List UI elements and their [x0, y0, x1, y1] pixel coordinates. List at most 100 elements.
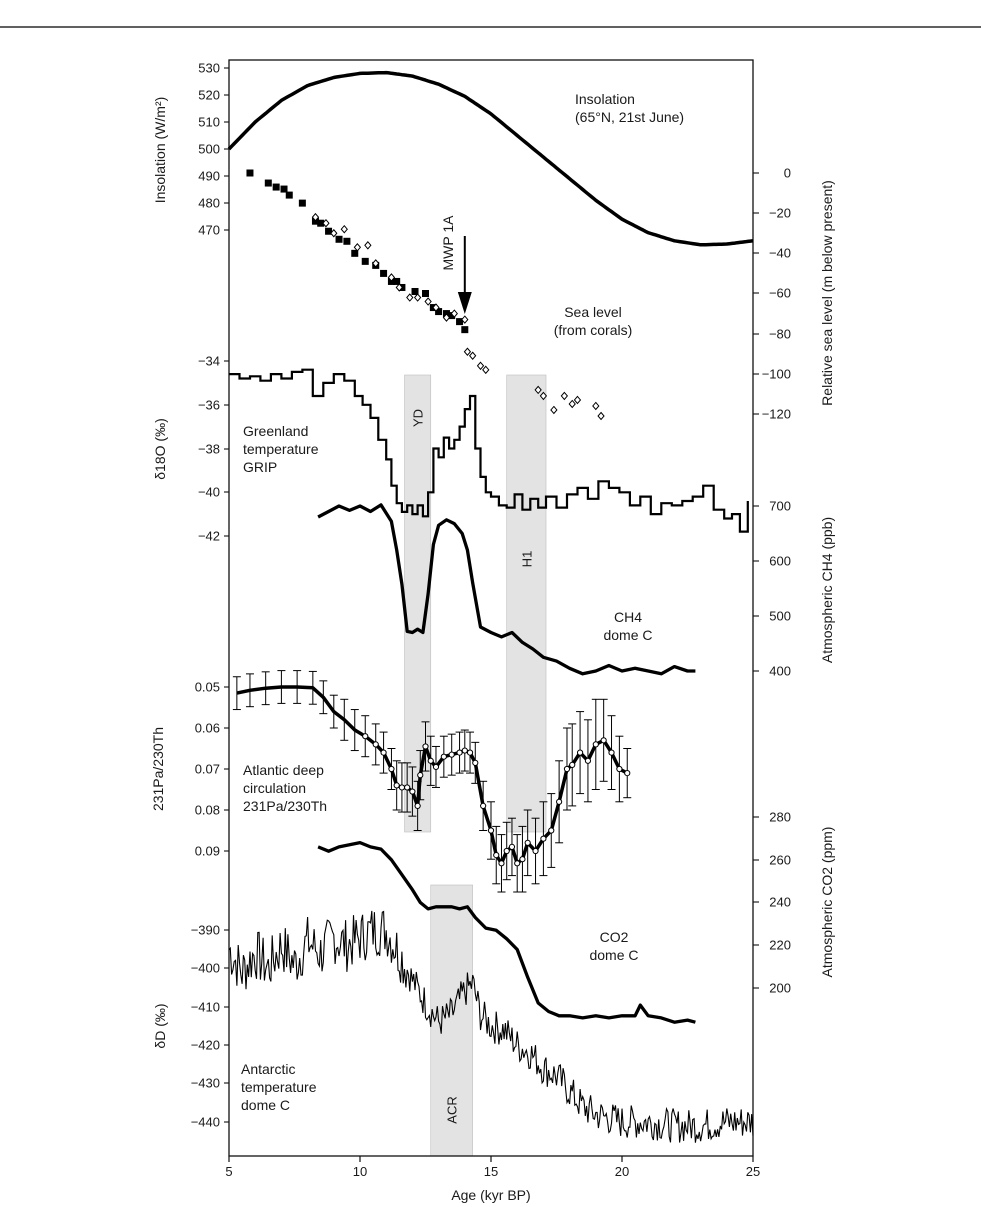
co2-label-line: dome C — [589, 947, 638, 963]
sea-level-square-point — [246, 169, 254, 177]
x-tick-label: 5 — [225, 1164, 232, 1179]
sea-level-square-point — [456, 318, 464, 326]
event-bands: YD H1 ACR — [404, 374, 547, 1157]
co2-tick-label: 280 — [769, 810, 791, 825]
sea-level-diamond-point — [424, 297, 432, 306]
sea-level-square-point — [435, 308, 443, 316]
insolation-tick-label: 520 — [198, 88, 220, 103]
x-tick-label: 10 — [353, 1164, 367, 1179]
antarctic-axis-title: δD (‰) — [152, 1003, 168, 1048]
x-tick-label: 25 — [746, 1164, 760, 1179]
sea-level-diamond-point — [461, 315, 469, 324]
greenland-tick-label: −38 — [198, 442, 220, 457]
sea-level-square-point — [285, 191, 293, 199]
antarctic-line — [228, 910, 754, 1143]
pa-th-point — [498, 860, 505, 867]
sea-level-diamond-point — [592, 401, 600, 411]
sea-level-diamond-point — [442, 313, 451, 322]
pa-th-tick-label: 0.05 — [195, 680, 220, 695]
pa-th-point — [624, 770, 631, 777]
sea-level-square-point — [343, 237, 351, 245]
pa-th-point — [519, 856, 526, 863]
antarctic-tick-label: −420 — [191, 1038, 220, 1053]
pa-th-point — [592, 741, 599, 748]
insolation-tick-label: 500 — [198, 142, 220, 157]
co2-tick-label: 220 — [769, 938, 791, 953]
pa-th-point — [380, 749, 387, 756]
co2-line — [317, 840, 696, 1024]
greenland-label-line: Greenland — [243, 423, 308, 439]
sea-level-diamond-point — [573, 395, 582, 405]
ch4-tick-label: 500 — [769, 609, 791, 624]
mwp-arrow-head — [457, 292, 472, 314]
sea-level-diamond-point — [395, 283, 403, 292]
sea-level-square-point — [272, 183, 280, 191]
sea-level-tick-label: −60 — [769, 286, 791, 301]
pa-th-point — [461, 747, 468, 754]
sea-level-diamond-point — [413, 293, 422, 302]
antarctic-tick-label: −430 — [191, 1076, 220, 1091]
sea-level-diamond-point — [387, 273, 396, 282]
sea-level-square-point — [380, 269, 388, 277]
sea-level-diamond-point — [597, 411, 605, 421]
ch4-tick-label: 400 — [769, 664, 791, 679]
pa-th-tick-label: 0.09 — [195, 844, 220, 859]
sea-level-tick-label: −20 — [769, 206, 791, 221]
sea-level-square-point — [317, 219, 325, 227]
band-h1 — [506, 374, 547, 833]
pa-th-label-line: circulation — [243, 780, 306, 796]
pa-th-point — [388, 765, 395, 773]
insolation-tick-label: 470 — [198, 223, 220, 238]
greenland-axis-title: δ18O (‰) — [152, 418, 168, 479]
ch4-label-line: dome C — [603, 627, 652, 643]
pa-th-point — [432, 763, 440, 771]
insolation-axis-title: Insolation (W/m²) — [152, 97, 168, 204]
ch4-tick-label: 600 — [769, 554, 791, 569]
sea-level-diamond-point — [311, 212, 320, 222]
pa-th-point — [398, 784, 406, 791]
greenland-tick-label: −34 — [198, 354, 220, 369]
sea-level-diamond-point — [476, 361, 485, 371]
pa-th-point — [414, 802, 421, 810]
greenland-tick-label: −42 — [198, 529, 220, 544]
sea-level-square-point — [448, 312, 456, 320]
pa-th-point — [409, 788, 416, 795]
sea-level-square-point — [411, 287, 419, 295]
sea-level-diamond-point — [550, 405, 558, 415]
insolation-line — [227, 70, 754, 247]
pa-th-point — [556, 798, 563, 805]
pa-th-point — [616, 765, 623, 773]
x-tick-label: 20 — [615, 1164, 629, 1179]
sea-level-diamond-point — [372, 259, 380, 268]
sea-level-diamond-point — [539, 391, 548, 401]
sea-level-diamond-point — [432, 303, 440, 312]
x-axis-title: Age (kyr BP) — [451, 1187, 530, 1203]
sea-level-square-point — [335, 235, 343, 243]
greenland-label-line: temperature — [243, 441, 319, 457]
pa-th-point — [466, 749, 474, 756]
pa-th-point — [584, 757, 592, 764]
sea-level-square-point — [325, 227, 333, 235]
sea-level-square-point — [264, 179, 272, 187]
pa-th-point — [493, 852, 500, 859]
co2-tick-label: 200 — [769, 981, 791, 996]
pa-th-axis-title: 231Pa/230Th — [150, 727, 166, 811]
sea-level-diamond-point — [364, 241, 372, 250]
pa-th-label-line: Atlantic deep — [243, 762, 324, 778]
insolation-tick-label: 530 — [198, 61, 220, 76]
pa-th-tick-label: 0.07 — [195, 762, 220, 777]
antarctic-tick-label: −440 — [191, 1115, 220, 1130]
band-acr — [430, 884, 473, 1157]
plot-frame — [228, 59, 754, 1157]
sea-level-diamond-point — [330, 228, 338, 238]
sea-level-diamond-point — [482, 365, 490, 375]
greenland-line — [229, 368, 749, 533]
insolation-label-line: Insolation — [575, 91, 635, 107]
sea-level-diamond-point — [406, 293, 414, 302]
sea-level-square-point — [393, 277, 401, 285]
co2-tick-label: 240 — [769, 895, 791, 910]
pa-th-point — [427, 757, 434, 764]
sea-level-tick-label: 0 — [784, 166, 791, 181]
